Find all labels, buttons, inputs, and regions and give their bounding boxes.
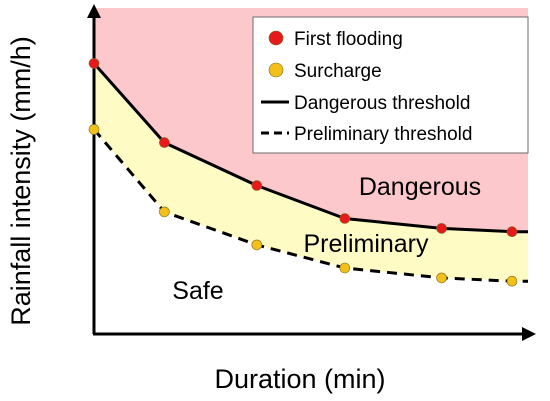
surcharge-point <box>251 239 263 251</box>
legend-marker-0 <box>268 30 284 46</box>
first-flooding-point <box>159 137 170 148</box>
x-axis-arrow <box>522 327 536 341</box>
legend-items: First flooding Surcharge Dangerous thresho… <box>261 29 472 145</box>
first-flooding-point <box>88 58 100 69</box>
surcharge-point <box>436 272 447 284</box>
y-axis-label: Rainfall intensity (mm/h) <box>6 36 36 326</box>
surcharge-point <box>159 206 170 218</box>
first-flooding-point <box>506 226 518 237</box>
legend-box <box>252 16 529 154</box>
region-labels: Dangerous Preliminary Safe <box>172 173 481 305</box>
surcharge-point <box>506 275 518 287</box>
x-axis-label: Duration (min) <box>214 364 385 394</box>
axis-labels: Duration (min) Rainfall intensity (mm/h) <box>6 36 386 394</box>
y-axis-arrow <box>87 4 101 18</box>
region-label-dangerous: Dangerous <box>359 173 481 201</box>
first-flooding-point <box>251 180 263 191</box>
series-points <box>88 58 518 287</box>
first-flooding-point <box>436 223 447 234</box>
surcharge-point <box>88 124 100 135</box>
surcharge-point <box>339 262 351 274</box>
region-label-preliminary: Preliminary <box>303 230 429 258</box>
legend-label-0: First flooding <box>294 29 403 50</box>
region-label-safe: Safe <box>172 277 223 305</box>
legend: First flooding Surcharge Dangerous thresho… <box>252 16 529 154</box>
legend-marker-1 <box>268 62 284 78</box>
first-flooding-point <box>339 213 351 224</box>
legend-label-1: Surcharge <box>294 61 382 82</box>
legend-label-2: Dangerous threshold <box>294 93 470 114</box>
legend-label-3: Preliminary threshold <box>294 124 472 145</box>
